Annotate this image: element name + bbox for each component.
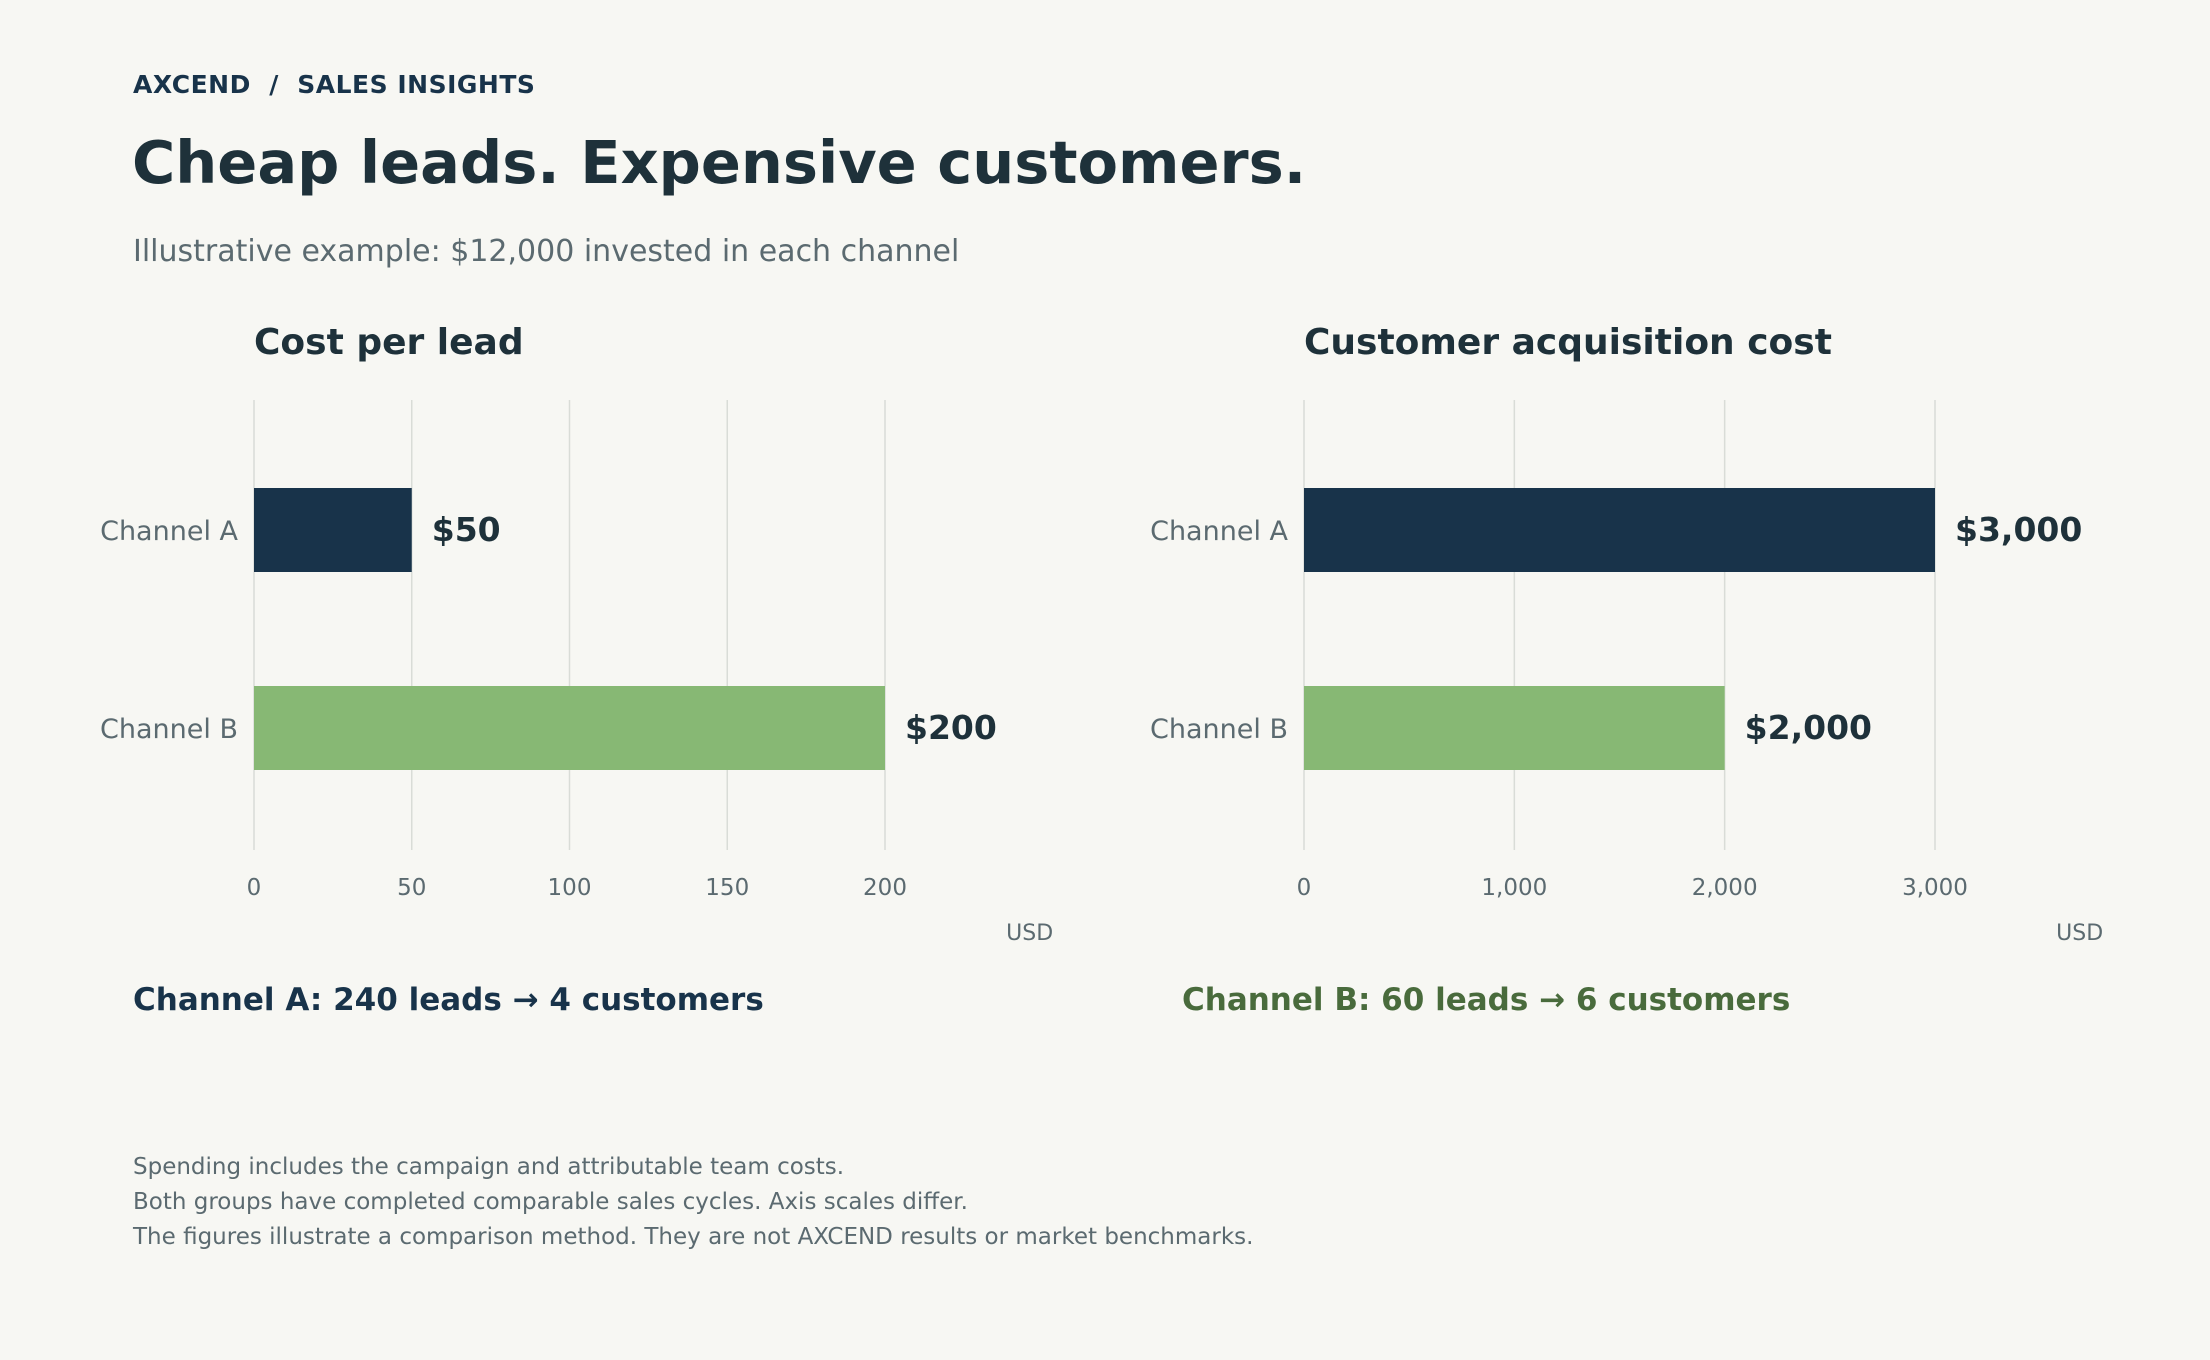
x-tick-label: 150 — [705, 875, 749, 901]
chart-title: Customer acquisition cost — [1304, 322, 1832, 363]
chart-title: Cost per lead — [254, 322, 524, 363]
bar-channel-b — [1304, 686, 1725, 770]
footnotes: Spending includes the campaign and attri… — [133, 1150, 1253, 1255]
category-label: Channel B — [1150, 714, 1288, 745]
bar-channel-b — [254, 686, 885, 770]
footnote-line: Spending includes the campaign and attri… — [133, 1154, 845, 1180]
x-tick-label: 200 — [863, 875, 907, 901]
bar-channel-a — [254, 488, 412, 572]
data-label: $2,000 — [1745, 708, 1872, 747]
chart-customer-acquisition-cost: Customer acquisition cost 0 1,000 2,000 3,00… — [1150, 322, 2103, 946]
page-subtitle: Illustrative example: $12,000 invested i… — [133, 234, 960, 269]
data-label: $50 — [432, 510, 501, 549]
footnote-line: The figures illustrate a comparison meth… — [133, 1224, 1254, 1250]
page-title: Cheap leads. Expensive customers. — [132, 128, 1307, 197]
category-label: Channel A — [100, 516, 238, 547]
x-axis-unit-label: USD — [2056, 921, 2103, 946]
data-label: $3,000 — [1955, 510, 2082, 549]
bar-channel-a — [1304, 488, 1935, 572]
footnote-line: Both groups have completed comparable sa… — [133, 1189, 968, 1215]
x-axis-unit-label: USD — [1006, 921, 1053, 946]
x-tick-label: 1,000 — [1481, 875, 1547, 901]
x-tick-label: 50 — [397, 875, 426, 901]
x-tick-label: 0 — [247, 875, 262, 901]
x-tick-label: 3,000 — [1902, 875, 1968, 901]
x-tick-label: 2,000 — [1692, 875, 1758, 901]
chart-cost-per-lead: Cost per lead 0 50 100 150 200 USD Channel A $50… — [100, 322, 1053, 946]
x-tick-label: 100 — [548, 875, 592, 901]
breadcrumb: AXCEND / SALES INSIGHTS — [133, 70, 536, 99]
category-label: Channel B — [100, 714, 238, 745]
category-label: Channel A — [1150, 516, 1288, 547]
x-tick-label: 0 — [1297, 875, 1312, 901]
data-label: $200 — [905, 708, 997, 747]
summary-channel-b: Channel B: 60 leads → 6 customers — [1182, 982, 1791, 1018]
summary-channel-a: Channel A: 240 leads → 4 customers — [133, 982, 764, 1018]
